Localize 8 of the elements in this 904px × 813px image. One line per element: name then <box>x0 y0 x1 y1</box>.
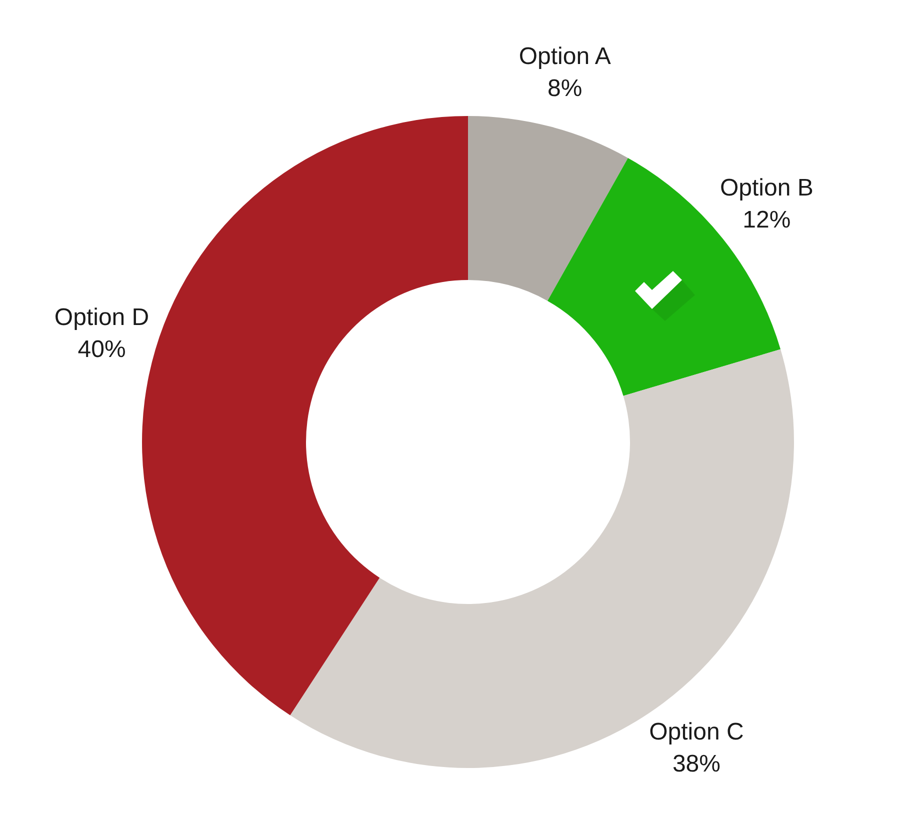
slice-label: Option D <box>54 304 150 331</box>
slice-label: Option A <box>518 42 611 70</box>
slice-label: Option B <box>720 174 814 202</box>
data-label: 8% <box>548 74 582 102</box>
slice-label: Option C <box>649 718 744 746</box>
data-label: 12% <box>742 206 791 234</box>
data-label: 40% <box>78 336 126 363</box>
data-label: 38% <box>672 750 720 778</box>
